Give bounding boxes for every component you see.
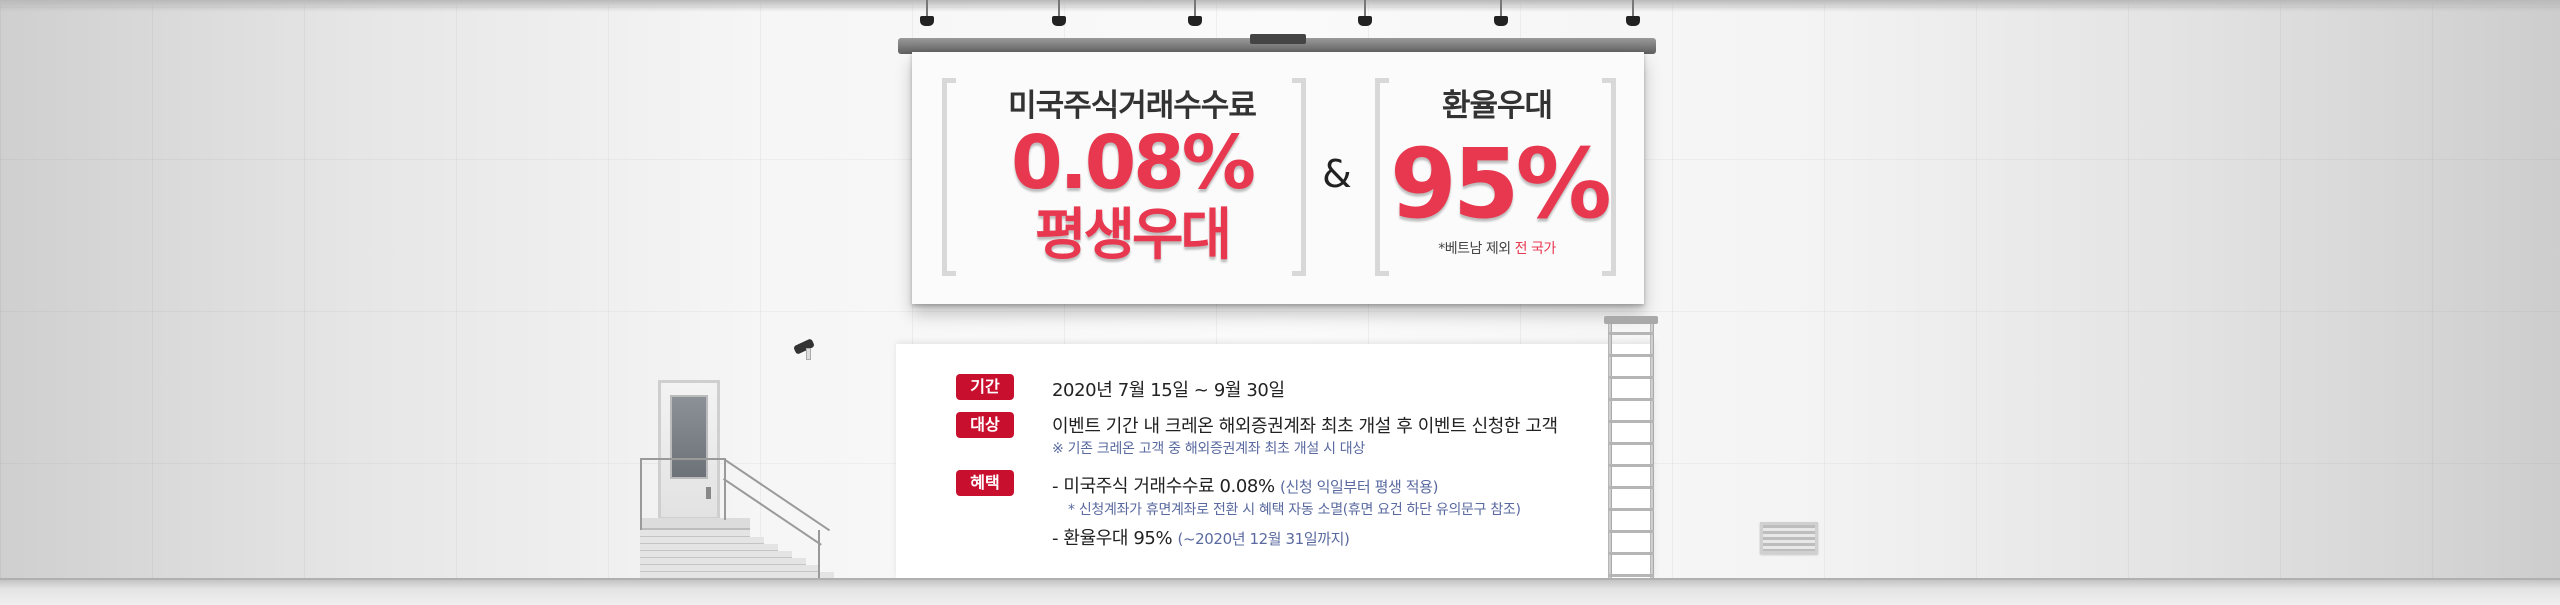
lifetime-benefit: 평생우대 — [1034, 203, 1232, 268]
fx-title: 환율우대 — [1441, 88, 1553, 124]
bracket-right — [1602, 78, 1616, 276]
security-camera-icon — [790, 338, 818, 360]
door — [658, 380, 720, 520]
bracket-right-open — [1375, 78, 1389, 276]
benefit-badge: 혜택 — [956, 470, 1014, 496]
target-text: 이벤트 기간 내 크레온 해외증권계좌 최초 개설 후 이벤트 신청한 고객 — [1052, 416, 1558, 437]
wall-vent — [1760, 522, 1818, 554]
period-text: 2020년 7월 15일 ~ 9월 30일 — [1052, 380, 1285, 401]
ladder-hook — [1604, 316, 1658, 324]
ladder — [1608, 316, 1654, 580]
billboard: 미국주식거래수수료 0.08% 평생우대 & 환율우대 95% *베트남 제외 … — [912, 52, 1644, 304]
spotlight-icon — [1186, 0, 1204, 30]
bracket-left — [942, 78, 956, 276]
handrail-post — [724, 458, 726, 520]
door-knob — [706, 487, 711, 499]
commission-rate: 0.08% — [1011, 120, 1256, 206]
benefit-line2-note: (~2020년 12월 31일까지) — [1177, 530, 1350, 548]
event-info-panel: 기간 2020년 7월 15일 ~ 9월 30일 대상 이벤트 기간 내 크레온… — [896, 344, 1654, 580]
benefit-line1-main: - 미국주식 거래수수료 0.08% — [1052, 476, 1281, 497]
spotlight-icon — [1356, 0, 1374, 30]
target-badge: 대상 — [956, 412, 1014, 438]
footnote-prefix: *베트남 제외 — [1438, 241, 1515, 257]
spotlight-icon — [918, 0, 936, 30]
benefit-line2-main: - 환율우대 95% — [1052, 528, 1178, 549]
commission-title: 미국주식거래수수료 — [1008, 88, 1257, 124]
benefit-line2: - 환율우대 95% (~2020년 12월 31일까지) — [1052, 524, 1350, 550]
handrail-top — [640, 458, 726, 460]
floor — [0, 578, 2560, 605]
target-note: ※ 기존 크레온 고객 중 해외증권계좌 최초 개설 시 대상 — [1052, 441, 1365, 457]
billboard-rail — [898, 38, 1656, 54]
spotlight-icon — [1624, 0, 1642, 30]
handrail-post — [818, 530, 820, 578]
handrail-post — [640, 458, 642, 530]
benefit-line1: - 미국주식 거래수수료 0.08% (신청 익일부터 평생 적용) — [1052, 472, 1438, 498]
benefit-line1-sub: * 신청계좌가 휴면계좌로 전환 시 혜택 자동 소멸(휴면 요건 하단 유의문… — [1068, 502, 1521, 518]
footnote-highlight: 전 국가 — [1514, 241, 1557, 257]
fx-rate: 95% — [1390, 128, 1612, 240]
door-landing — [640, 518, 750, 530]
rail-clip — [1250, 34, 1306, 44]
fx-footnote: *베트남 제외 전 국가 — [1390, 238, 1604, 258]
door-window — [670, 395, 708, 479]
ceiling-edge — [0, 0, 2560, 12]
spotlight-icon — [1050, 0, 1068, 30]
period-badge: 기간 — [956, 374, 1014, 400]
benefit-line1-note: (신청 익일부터 평생 적용) — [1280, 478, 1439, 496]
spotlight-icon — [1492, 0, 1510, 30]
bracket-left-close — [1292, 78, 1306, 276]
ampersand: & — [1322, 152, 1352, 196]
